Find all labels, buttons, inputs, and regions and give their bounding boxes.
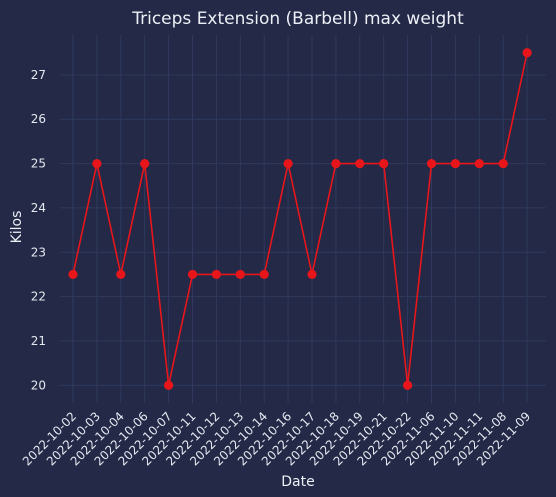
y-tick-label: 22	[31, 290, 46, 304]
series-layer	[68, 48, 532, 390]
data-point	[450, 158, 460, 169]
y-axis-label: Kilos	[9, 211, 25, 244]
data-point	[140, 158, 150, 169]
data-point	[498, 158, 508, 169]
data-point	[307, 269, 317, 280]
data-point	[116, 269, 126, 280]
data-point	[187, 269, 198, 280]
data-point	[331, 158, 341, 169]
plot-area	[60, 35, 546, 403]
x-tick-labels: 2022-10-022022-10-032022-10-042022-10-06…	[20, 409, 533, 468]
gridlines	[60, 35, 546, 403]
data-point	[283, 158, 293, 169]
data-point	[164, 380, 174, 390]
data-point	[379, 158, 389, 169]
y-tick-label: 24	[31, 201, 46, 215]
data-point	[259, 269, 269, 280]
data-point	[403, 380, 413, 390]
y-tick-label: 21	[31, 334, 46, 348]
y-tick-label: 25	[31, 157, 46, 171]
y-tick-label: 23	[31, 245, 46, 259]
data-point	[426, 158, 437, 169]
y-tick-label: 20	[31, 378, 46, 392]
y-tick-label: 27	[31, 68, 46, 82]
data-point	[522, 48, 532, 58]
data-point	[211, 269, 221, 280]
data-point	[92, 158, 102, 169]
data-point	[68, 269, 78, 280]
y-tick-labels: 20 21 22 23 24 25 26 27	[31, 68, 46, 392]
y-tick-label: 26	[31, 112, 46, 126]
data-point	[474, 158, 484, 169]
chart-title: Triceps Extension (Barbell) max weight	[131, 9, 464, 29]
data-point	[235, 269, 245, 280]
data-point	[355, 158, 365, 169]
x-axis-label: Date	[281, 474, 314, 490]
